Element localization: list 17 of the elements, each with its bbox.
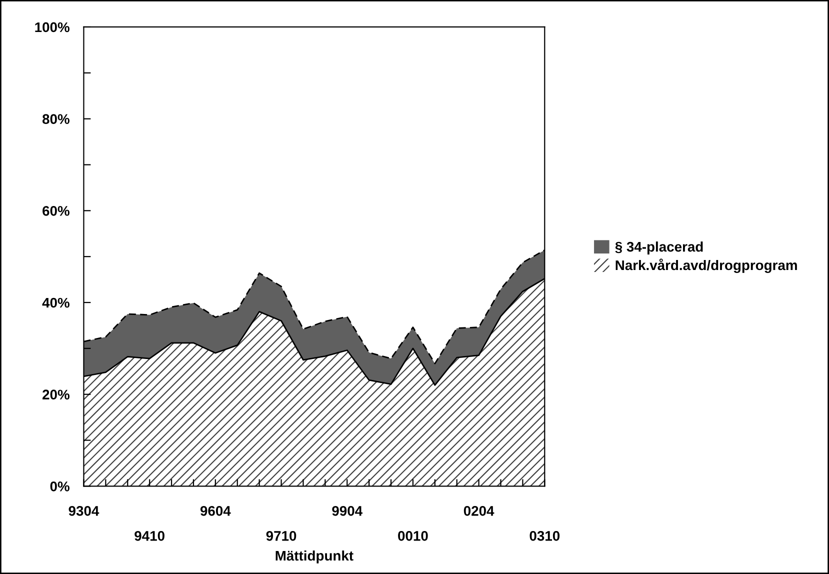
y-tick-label: 80%	[42, 114, 70, 124]
x-tick-label: 0204	[464, 506, 494, 516]
x-tick-label: 9904	[332, 506, 362, 516]
x-tick-label: 0010	[398, 530, 428, 541]
y-tick-label: 100%	[35, 22, 70, 32]
x-axis-title: Mättidpunkt	[276, 550, 354, 564]
y-tick-label: 60%	[42, 206, 70, 216]
y-tick-label: 40%	[42, 298, 70, 308]
y-tick-label: 20%	[42, 390, 70, 400]
y-tick-label: 0%	[50, 482, 70, 492]
x-tick-label: 9604	[200, 506, 231, 516]
x-tick-label: 0310	[530, 530, 560, 541]
x-tick-label: 9410	[134, 530, 164, 541]
x-tick-label: 9710	[266, 530, 296, 541]
legend-label: § 34-placerad	[615, 242, 703, 254]
legend-label: Nark.vård.avd/drogprogram	[616, 258, 797, 273]
x-tick-label: 9304	[68, 506, 100, 516]
